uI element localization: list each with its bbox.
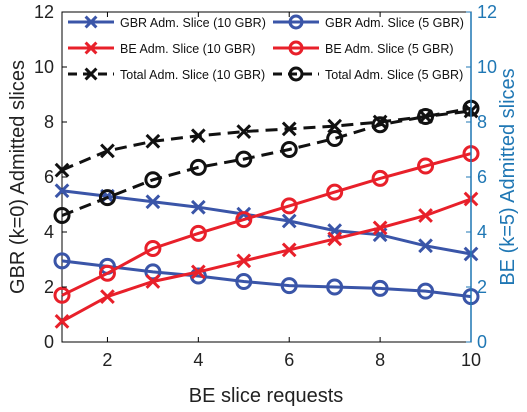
y-tick-left-label: 0 [44, 332, 54, 352]
legend-marker [288, 66, 304, 82]
y-tick-left-label: 6 [44, 167, 54, 187]
data-point [418, 238, 433, 254]
data-point [53, 286, 71, 304]
data-point [236, 253, 252, 269]
data-point [53, 252, 71, 270]
data-point [371, 116, 389, 134]
y-tick-left-label: 2 [44, 277, 54, 297]
data-point [54, 162, 70, 178]
x-axis-label: BE slice requests [189, 385, 344, 407]
series-line [61, 259, 472, 299]
y-tick-left-label: 10 [34, 57, 54, 77]
legend-label: BE Adm. Slice (10 GBR) [120, 42, 255, 56]
legend-marker [84, 15, 98, 29]
data-point [144, 240, 162, 257]
legend-item: Total Adm. Slice (10 GBR) [68, 67, 265, 82]
data-point [418, 208, 433, 223]
y-tick-left-label: 4 [44, 222, 54, 242]
data-point [326, 278, 344, 296]
data-point [326, 130, 344, 147]
legend: GBR Adm. Slice (10 GBR) GBR Adm. Slice (5… [68, 14, 464, 82]
legend-item: GBR Adm. Slice (10 GBR) [68, 15, 266, 30]
data-point [327, 231, 343, 247]
x-tick-label: 10 [461, 350, 481, 370]
data-point [280, 197, 298, 215]
data-point [281, 242, 297, 258]
x-tick-label: 4 [193, 350, 203, 370]
data-point [100, 143, 115, 159]
series-line [61, 106, 472, 217]
data-point [281, 213, 297, 229]
legend-label: GBR Adm. Slice (10 GBR) [120, 16, 266, 30]
data-point [372, 220, 388, 236]
legend-label: Total Adm. Slice (10 GBR) [120, 68, 265, 82]
series-line [61, 189, 472, 256]
legend-marker [84, 67, 98, 81]
y-tick-right-label: 2 [477, 277, 487, 297]
y-tick-right-label: 12 [477, 2, 497, 22]
y-tick-left-label: 8 [44, 112, 54, 132]
data-point [190, 128, 206, 144]
data-point [281, 121, 297, 137]
data-point [189, 224, 207, 242]
data-point [53, 207, 71, 224]
y-axis-left-label: GBR (k=0) Admitted slices [7, 60, 29, 294]
data-point [54, 183, 70, 199]
legend-label: GBR Adm. Slice (5 GBR) [325, 16, 464, 30]
data-point [98, 189, 116, 207]
data-point [144, 263, 162, 281]
y-axis-right-label: BE (k=5) Admitted slices [497, 68, 519, 285]
legend-item: Total Adm. Slice (5 GBR) [273, 66, 463, 82]
data-point [189, 267, 207, 285]
legend-marker [288, 40, 304, 56]
data-point [417, 282, 435, 300]
data-point [144, 171, 162, 189]
data-point [326, 183, 344, 201]
data-point [417, 108, 435, 125]
data-point [145, 133, 161, 149]
x-tick-label: 8 [375, 350, 385, 370]
y-tick-left-label: 12 [34, 2, 54, 22]
data-point [280, 141, 298, 158]
data-point [190, 264, 206, 280]
data-point [54, 314, 70, 329]
data-point [100, 289, 115, 304]
data-point [327, 118, 343, 134]
data-point [280, 277, 298, 295]
y-tick-right-label: 6 [477, 167, 487, 187]
y-tick-right-label: 0 [477, 332, 487, 352]
data-point [145, 274, 161, 289]
x-tick-label: 6 [284, 350, 294, 370]
legend-label: Total Adm. Slice (5 GBR) [325, 68, 463, 82]
legend-item: GBR Adm. Slice (5 GBR) [273, 14, 464, 30]
series-line [61, 197, 472, 323]
data-point [371, 279, 389, 297]
data-point [189, 158, 207, 176]
legend-marker [288, 14, 304, 30]
x-tick-label: 2 [102, 350, 112, 370]
y-tick-right-label: 10 [477, 57, 497, 77]
series-line [61, 109, 472, 172]
data-point [235, 273, 253, 290]
series-line [61, 152, 472, 297]
data-point [145, 194, 161, 210]
data-point [236, 124, 252, 139]
data-point [371, 169, 389, 187]
y-tick-right-label: 4 [477, 222, 487, 242]
y-tick-right-label: 8 [477, 112, 487, 132]
legend-label: BE Adm. Slice (5 GBR) [325, 42, 454, 56]
data-point [235, 150, 253, 168]
data-point [190, 199, 206, 215]
legend-item: BE Adm. Slice (10 GBR) [68, 41, 255, 56]
data-point [235, 211, 253, 229]
legend-marker [84, 41, 98, 55]
legend-item: BE Adm. Slice (5 GBR) [273, 40, 454, 56]
data-point [417, 157, 435, 175]
data-point [98, 264, 116, 282]
plot-area [61, 11, 472, 343]
